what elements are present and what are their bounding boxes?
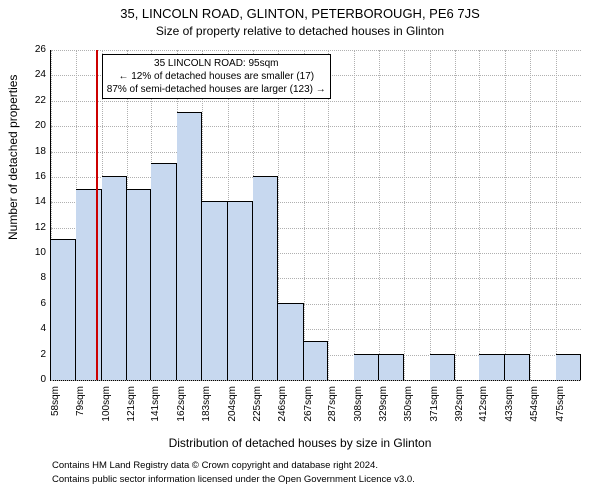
x-tick-label: 392sqm [454, 386, 465, 426]
histogram-bar [102, 176, 127, 380]
chart-subtitle: Size of property relative to detached ho… [0, 24, 600, 38]
gridline-vertical [304, 50, 305, 380]
gridline-horizontal [51, 177, 581, 178]
y-tick-label: 24 [26, 69, 46, 80]
gridline-horizontal [51, 50, 581, 51]
histogram-bar [379, 354, 404, 380]
chart-title: 35, LINCOLN ROAD, GLINTON, PETERBOROUGH,… [0, 6, 600, 21]
x-tick-label: 183sqm [201, 386, 212, 426]
x-tick-label: 58sqm [50, 386, 61, 426]
gridline-horizontal [51, 380, 581, 381]
x-tick-label: 454sqm [529, 386, 540, 426]
gridline-horizontal [51, 126, 581, 127]
y-tick-label: 20 [26, 120, 46, 131]
x-tick-label: 267sqm [303, 386, 314, 426]
x-tick-label: 412sqm [478, 386, 489, 426]
histogram-bar [354, 354, 379, 380]
gridline-vertical [505, 50, 506, 380]
histogram-bar [127, 189, 151, 380]
y-tick-label: 26 [26, 44, 46, 55]
y-tick-label: 14 [26, 196, 46, 207]
histogram-bar [228, 201, 253, 380]
x-tick-label: 371sqm [429, 386, 440, 426]
histogram-bar [430, 354, 455, 380]
histogram-bar [76, 189, 101, 380]
histogram-bar [177, 112, 202, 380]
y-tick-label: 12 [26, 222, 46, 233]
y-axis-label: Number of detached properties [6, 75, 20, 240]
gridline-vertical [455, 50, 456, 380]
x-tick-label: 141sqm [150, 386, 161, 426]
gridline-horizontal [51, 152, 581, 153]
histogram-bar [253, 176, 278, 380]
x-tick-label: 100sqm [101, 386, 112, 426]
gridline-vertical [556, 50, 557, 380]
x-axis-label: Distribution of detached houses by size … [0, 436, 600, 450]
y-tick-label: 22 [26, 95, 46, 106]
attribution-line-1: Contains HM Land Registry data © Crown c… [52, 460, 378, 471]
annotation-box: 35 LINCOLN ROAD: 95sqm← 12% of detached … [102, 54, 331, 99]
y-tick-label: 6 [26, 298, 46, 309]
gridline-vertical [479, 50, 480, 380]
x-tick-label: 350sqm [403, 386, 414, 426]
x-tick-label: 225sqm [252, 386, 263, 426]
property-marker-line [96, 50, 98, 380]
y-tick-label: 2 [26, 349, 46, 360]
annotation-line-2: ← 12% of detached houses are smaller (17… [107, 70, 326, 83]
x-tick-label: 329sqm [378, 386, 389, 426]
gridline-vertical [404, 50, 405, 380]
gridline-vertical [379, 50, 380, 380]
x-tick-label: 433sqm [504, 386, 515, 426]
gridline-vertical [430, 50, 431, 380]
x-tick-label: 121sqm [126, 386, 137, 426]
x-tick-label: 204sqm [227, 386, 238, 426]
attribution-line-2: Contains public sector information licen… [52, 474, 415, 485]
histogram-bar [479, 354, 504, 380]
histogram-bar [505, 354, 530, 380]
y-tick-label: 18 [26, 146, 46, 157]
plot-area: 35 LINCOLN ROAD: 95sqm← 12% of detached … [50, 50, 581, 381]
x-tick-label: 475sqm [555, 386, 566, 426]
x-tick-label: 287sqm [327, 386, 338, 426]
chart-container: 35, LINCOLN ROAD, GLINTON, PETERBOROUGH,… [0, 0, 600, 500]
y-tick-label: 4 [26, 323, 46, 334]
gridline-vertical [354, 50, 355, 380]
x-tick-label: 162sqm [176, 386, 187, 426]
annotation-line-3: 87% of semi-detached houses are larger (… [107, 83, 326, 96]
histogram-bar [304, 341, 328, 380]
y-tick-label: 10 [26, 247, 46, 258]
x-tick-label: 308sqm [353, 386, 364, 426]
gridline-vertical [328, 50, 329, 380]
gridline-horizontal [51, 101, 581, 102]
y-tick-label: 0 [26, 374, 46, 385]
y-tick-label: 16 [26, 171, 46, 182]
histogram-bar [278, 303, 303, 380]
histogram-bar [202, 201, 227, 380]
x-tick-label: 79sqm [75, 386, 86, 426]
histogram-bar [151, 163, 176, 380]
histogram-bar [556, 354, 581, 380]
annotation-line-1: 35 LINCOLN ROAD: 95sqm [107, 57, 326, 70]
y-tick-label: 8 [26, 272, 46, 283]
gridline-vertical [530, 50, 531, 380]
x-tick-label: 246sqm [277, 386, 288, 426]
histogram-bar [51, 239, 76, 380]
